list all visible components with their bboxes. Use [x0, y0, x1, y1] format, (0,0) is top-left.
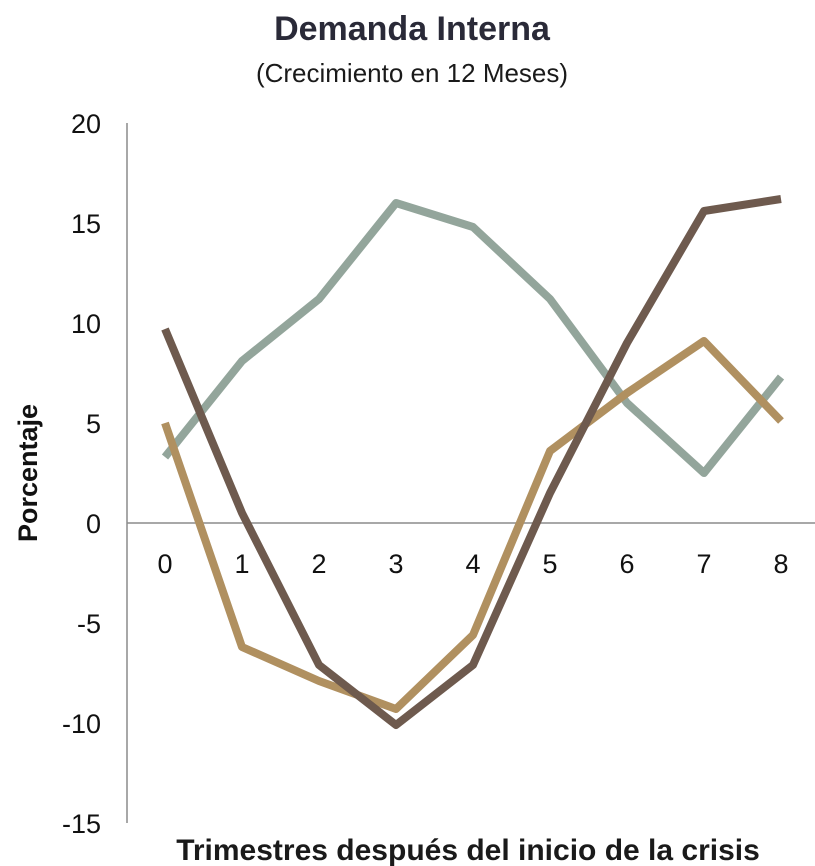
x-tick-label: 8 — [773, 549, 788, 579]
y-tick-label: 20 — [71, 109, 101, 139]
y-tick-labels: 20 15 10 5 0 -5 -10 -15 — [62, 109, 101, 839]
series-line-3 — [161, 195, 782, 729]
x-tick-label: 6 — [619, 549, 634, 579]
chart-title: Demanda Interna — [274, 10, 551, 48]
chart-subtitle: (Crecimiento en 12 Meses) — [256, 58, 568, 88]
series-line-1 — [161, 199, 785, 477]
y-tick-label: -10 — [62, 709, 101, 739]
y-tick-label: 5 — [86, 409, 101, 439]
y-tick-label: 15 — [71, 209, 101, 239]
x-tick-label: 5 — [542, 549, 557, 579]
x-tick-label: 4 — [465, 549, 480, 579]
x-tick-label: 1 — [234, 549, 249, 579]
x-tick-label: 0 — [157, 549, 172, 579]
y-tick-label: -5 — [77, 609, 101, 639]
y-tick-label: 10 — [71, 309, 101, 339]
y-tick-label: 0 — [86, 509, 101, 539]
series-line-2 — [161, 337, 784, 713]
x-tick-labels: 0 1 2 3 4 5 6 7 8 — [157, 549, 788, 579]
y-axis-title: Porcentaje — [13, 404, 43, 542]
x-axis-title: Trimestres después del inicio de la cris… — [176, 834, 760, 866]
x-tick-label: 3 — [388, 549, 403, 579]
series-lines — [161, 195, 785, 729]
x-tick-label: 2 — [311, 549, 326, 579]
axes — [126, 123, 815, 823]
x-tick-label: 7 — [696, 549, 711, 579]
y-tick-label: -15 — [62, 809, 101, 839]
